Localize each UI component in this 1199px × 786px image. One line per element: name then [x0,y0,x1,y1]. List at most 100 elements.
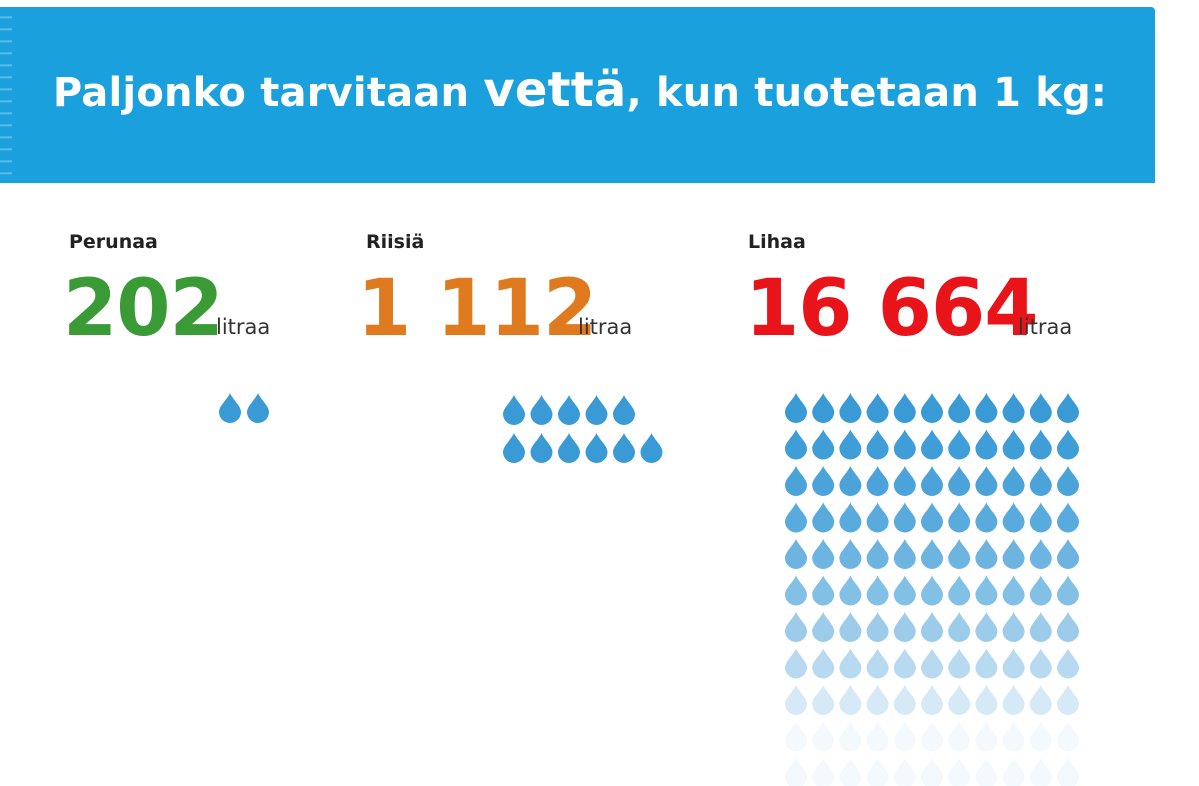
water-drop-icon [785,502,808,533]
water-drop-icon [975,539,998,570]
water-drop-icon [839,502,862,533]
water-drop-icon [948,429,971,460]
water-drop-icon [975,721,998,752]
water-drop-icon [948,612,971,643]
water-drop-icon [613,433,635,463]
water-drop-icon [785,393,807,423]
water-drop-icon [839,758,862,786]
water-drop-icon [1002,502,1025,533]
water-drop-icon [1029,685,1052,715]
title-emphasis: vettä [483,62,627,118]
water-drop-icon [975,429,998,460]
water-drop-icon [866,612,889,643]
water-drop-icon [1029,393,1052,424]
water-drop-icon [839,539,862,570]
drops-perunaa [219,393,269,423]
drops-riisia [503,395,663,464]
water-drop-icon [1057,575,1079,606]
water-drop-icon [839,648,862,679]
water-drop-icon [812,758,835,786]
water-drop-icon [921,502,943,533]
water-drop-icon [975,575,998,606]
water-drop-icon [1002,539,1025,570]
value-riisia: 1 112 [357,264,597,354]
water-drop-icon [866,721,889,752]
water-drop-icon [1029,721,1052,752]
water-drop-icon [1057,539,1079,569]
water-drop-icon [893,429,916,460]
water-drop-icon [812,648,835,679]
water-drop-icon [785,648,808,679]
title-part-2: , kun tuotetaan 1 kg: [626,70,1108,116]
water-drop-icon [1002,758,1025,786]
water-drop-icon [839,685,862,715]
water-drop-icon [1057,648,1079,679]
label-lihaa: Lihaa [748,231,806,253]
water-drop-icon [247,393,269,423]
water-drop-icon [785,466,807,496]
water-drop-icon [948,648,971,679]
water-drop-icon [866,575,889,606]
water-drop-icon [219,393,241,423]
water-drop-icon [921,685,943,715]
water-drop-icon [812,612,835,643]
water-drop-icon [1002,393,1025,424]
water-drop-icon [921,721,943,752]
water-drop-icon [812,721,835,752]
water-drop-icon [785,721,808,752]
water-drop-icon [948,466,971,497]
water-drop-icon [785,758,807,786]
water-drop-icon [948,721,971,752]
water-drop-icon [1002,429,1025,460]
water-drop-icon [948,393,971,424]
water-drop-icon [839,393,862,424]
water-drop-icon [893,466,916,497]
water-drop-icon [1057,466,1079,496]
water-drop-icon [866,393,889,424]
water-drop-icon [558,395,580,425]
water-drop-icon [1057,758,1079,786]
water-drop-icon [812,575,835,606]
water-drop-icon [1002,466,1025,497]
value-perunaa: 202 [63,264,224,354]
water-drop-icon [812,685,835,715]
water-drop-icon [921,393,943,423]
water-drop-icon [1057,393,1079,423]
water-drop-icon [839,466,862,497]
banner-brush-edge [0,7,12,183]
water-drop-icon [503,395,525,425]
water-drop-icon [948,758,971,786]
water-drop-icon [1029,575,1052,606]
water-drop-icon [785,575,808,606]
water-drop-icon [975,502,998,533]
water-drop-icon [893,685,916,715]
water-drop-icon [893,575,916,606]
water-drop-icon [866,685,889,715]
water-drop-icon [503,433,525,463]
water-drop-icon [785,539,807,569]
water-drop-icon [866,466,889,497]
water-drop-icon [1057,612,1079,642]
water-drop-icon [921,466,943,496]
water-drop-icon [866,502,889,533]
water-drop-icon [812,502,835,533]
water-drop-icon [812,429,835,460]
page-title: Paljonko tarvitaan vettä, kun tuotetaan … [0,62,1160,118]
water-drop-icon [839,575,862,606]
water-drop-icon [1029,429,1052,460]
water-drop-icon [948,502,971,533]
water-drop-icon [1002,685,1025,715]
water-drop-icon [585,433,608,464]
water-drop-icon [975,612,998,643]
water-drop-icon [1029,648,1052,679]
water-drop-icon [975,685,998,715]
water-drop-icon [1057,502,1079,533]
water-drop-icon [1057,721,1079,752]
water-drop-icon [866,758,889,786]
water-drop-icon [921,575,943,606]
water-drop-icon [1029,612,1052,643]
label-riisia: Riisiä [366,231,425,253]
water-drop-icon [812,466,835,497]
water-drop-icon [893,393,916,424]
unit-riisia: litraa [578,315,633,339]
